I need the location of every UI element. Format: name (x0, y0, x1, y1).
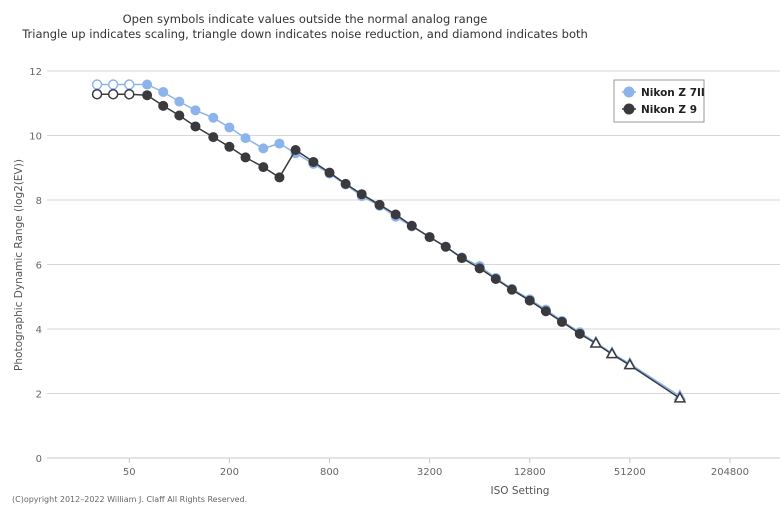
y-tick-label-4: 4 (36, 325, 42, 336)
data-point-nikon-z-9-iso-5000 (456, 253, 467, 264)
y-tick-label-2: 2 (36, 390, 42, 401)
data-point-nikon-z-9-iso-10000 (506, 284, 517, 295)
data-point-nikon-z-7ii-iso-100 (174, 96, 185, 107)
data-point-nikon-z-9-iso-20000 (556, 316, 567, 327)
series-line-nikon-z-7ii (97, 83, 681, 397)
x-axis-title: ISO Setting (491, 485, 550, 497)
copyright-credit: (C)opyright 2012–2022 William J. Claff A… (12, 495, 247, 504)
y-axis-title: Photographic Dynamic Range (log2(EV)) (13, 159, 25, 371)
data-point-nikon-z-9-iso-8000 (490, 274, 501, 285)
data-point-nikon-z-7ii-iso-40 (107, 79, 119, 90)
data-point-nikon-z-7ii-iso-64 (142, 79, 153, 90)
data-point-nikon-z-7ii-iso-80 (158, 86, 169, 97)
chart-subtitle-line-2: Triangle up indicates scaling, triangle … (21, 27, 588, 41)
legend-label-nikon-z9[interactable]: Nikon Z 9 (641, 104, 697, 116)
series-nikon-z-9 (91, 88, 687, 403)
chart-subtitle-line-1: Open symbols indicate values outside the… (123, 12, 488, 26)
data-point-nikon-z-9-iso-12800 (524, 295, 535, 306)
data-point-nikon-z-9-iso-250 (240, 152, 251, 163)
data-point-nikon-z-9-iso-16000 (540, 306, 551, 317)
legend-marker-nikon-z7ii (623, 86, 635, 98)
chart-legend: Nikon Z 7II Nikon Z 9 (613, 79, 705, 123)
data-point-nikon-z-9-iso-800 (324, 167, 335, 178)
data-point-nikon-z-9-iso-32000 (589, 336, 603, 348)
data-point-nikon-z-9-iso-50 (124, 88, 135, 100)
x-tick-label-3200: 3200 (417, 467, 442, 478)
legend-label-nikon-z7ii[interactable]: Nikon Z 7II (641, 87, 705, 99)
grid-lines (47, 70, 780, 459)
series-layer (91, 79, 687, 403)
data-point-nikon-z-9-iso-100 (174, 110, 185, 121)
data-point-nikon-z-9-iso-3200 (424, 232, 435, 243)
data-point-nikon-z-7ii-iso-400 (274, 138, 285, 149)
data-point-nikon-z-9-iso-32 (91, 88, 103, 100)
y-axis-ticks: 0 2 4 6 8 10 12 (29, 67, 42, 465)
series-nikon-z-7ii (91, 79, 687, 401)
data-point-nikon-z-9-iso-25600 (574, 328, 585, 339)
data-point-nikon-z-9-iso-500 (290, 145, 301, 156)
data-point-nikon-z-9-iso-2500 (406, 220, 417, 231)
legend-marker-nikon-z9 (623, 103, 635, 115)
data-point-nikon-z-7ii-iso-320 (258, 143, 269, 154)
x-axis-ticks: 50 200 800 3200 12800 51200 204800 (123, 458, 749, 478)
data-point-nikon-z-9-iso-320 (258, 162, 269, 173)
data-point-nikon-z-7ii-iso-50 (124, 79, 135, 90)
y-tick-label-6: 6 (36, 261, 42, 272)
data-point-nikon-z-7ii-iso-250 (240, 133, 251, 144)
data-point-nikon-z-7ii-iso-200 (224, 122, 235, 133)
data-point-nikon-z-7ii-iso-160 (208, 112, 219, 123)
data-point-nikon-z-9-iso-51200 (623, 358, 637, 370)
series-line-nikon-z-9 (97, 93, 681, 399)
data-point-nikon-z-9-iso-1600 (374, 199, 385, 210)
x-tick-label-50: 50 (123, 467, 136, 478)
data-point-nikon-z-9-iso-125 (190, 121, 201, 132)
x-tick-label-51200: 51200 (614, 467, 646, 478)
data-point-nikon-z-9-iso-160 (208, 132, 219, 143)
data-point-nikon-z-9-iso-64 (142, 90, 153, 101)
y-tick-label-12: 12 (29, 67, 42, 78)
y-tick-label-0: 0 (36, 454, 42, 465)
data-point-nikon-z-9-iso-40000 (605, 347, 619, 359)
data-point-nikon-z-9-iso-640 (308, 156, 319, 167)
x-tick-label-12800: 12800 (514, 467, 546, 478)
data-point-nikon-z-7ii-iso-125 (190, 105, 201, 116)
data-point-nikon-z-9-iso-6400 (474, 263, 485, 274)
data-point-nikon-z-9-iso-400 (274, 172, 285, 183)
y-tick-label-10: 10 (29, 132, 42, 143)
data-point-nikon-z-9-iso-1000 (340, 178, 351, 189)
data-point-nikon-z-9-iso-102400 (673, 391, 687, 403)
data-point-nikon-z-9-iso-2000 (390, 209, 401, 220)
x-tick-label-800: 800 (320, 467, 339, 478)
data-point-nikon-z-9-iso-1250 (356, 189, 367, 200)
x-tick-label-200: 200 (220, 467, 239, 478)
data-point-nikon-z-9-iso-40 (107, 88, 119, 100)
data-point-nikon-z-9-iso-80 (158, 100, 169, 111)
y-tick-label-8: 8 (36, 196, 42, 207)
data-point-nikon-z-9-iso-200 (224, 141, 235, 152)
data-point-nikon-z-9-iso-4000 (440, 241, 451, 252)
x-tick-label-204800: 204800 (711, 467, 749, 478)
data-point-nikon-z-7ii-iso-32 (91, 79, 103, 90)
